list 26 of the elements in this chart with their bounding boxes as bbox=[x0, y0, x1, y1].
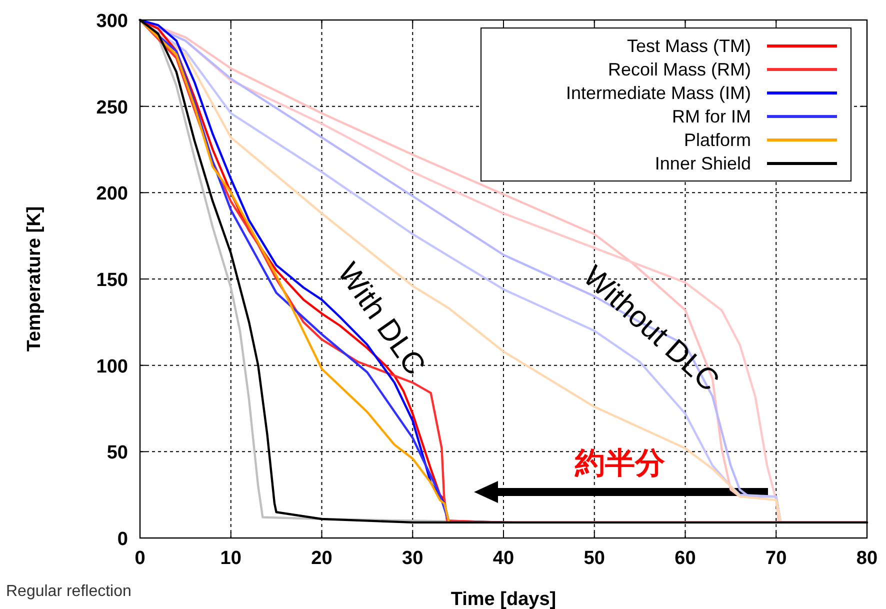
x-tick-label: 50 bbox=[584, 548, 605, 569]
legend-label: Intermediate Mass (IM) bbox=[566, 83, 751, 103]
y-tick-label: 200 bbox=[96, 184, 128, 205]
x-tick-label: 30 bbox=[402, 548, 424, 569]
x-tick-label: 20 bbox=[311, 548, 332, 569]
legend-label: Test Mass (TM) bbox=[627, 36, 751, 56]
x-tick-label: 0 bbox=[134, 548, 146, 569]
legend-label: Platform bbox=[684, 130, 751, 150]
annotation: 約半分 bbox=[574, 446, 665, 480]
y-axis-title: Temperature [K] bbox=[24, 206, 45, 352]
x-tick-label: 70 bbox=[766, 548, 787, 569]
text: Regular reflection bbox=[6, 583, 132, 600]
y-tick-label: 50 bbox=[106, 442, 128, 464]
y-tick-label: 100 bbox=[96, 356, 128, 378]
legend-label: RM for IM bbox=[672, 106, 751, 126]
x-tick-label: 60 bbox=[674, 548, 696, 569]
x-axis-title: Time [days] bbox=[450, 589, 556, 609]
legend-label: Recoil Mass (RM) bbox=[608, 60, 751, 80]
y-tick-label: 0 bbox=[117, 529, 128, 550]
x-tick-label: 80 bbox=[856, 548, 878, 569]
y-tick-label: 300 bbox=[96, 11, 128, 32]
y-tick-label: 250 bbox=[96, 97, 128, 118]
y-tick-label: 150 bbox=[96, 270, 128, 291]
legend-label: Inner Shield bbox=[654, 154, 751, 174]
x-tick-label: 40 bbox=[492, 548, 514, 569]
x-tick-label: 10 bbox=[220, 548, 242, 569]
